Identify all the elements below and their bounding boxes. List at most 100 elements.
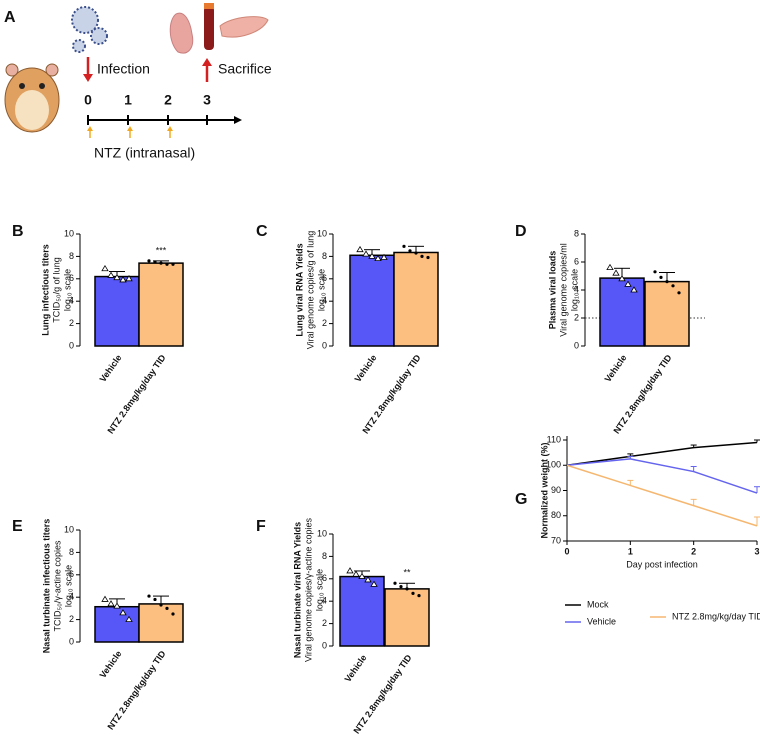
y-tick-label: 0 [69,636,74,646]
arrow-head [234,116,242,124]
y-tick-label: 6 [69,273,74,283]
arrow-head [167,126,173,131]
arrow-head [202,58,212,66]
data-point [159,261,163,265]
y-tick-label: 4 [322,296,327,306]
y-axis-label: log₁₀ scale [314,569,324,611]
y-axis-label: log₁₀ scale [316,269,326,311]
y-axis-label: Lung infectious titers [40,244,50,336]
y-axis-label: Normalized weight (%) [539,442,549,538]
day-label: 2 [164,92,172,108]
data-point [159,603,163,607]
arrow-head [87,126,93,131]
data-point [153,597,157,602]
y-axis-label: Lung viral RNA Yields [294,243,304,336]
data-point [125,615,133,622]
virus-icon [90,27,108,45]
y-tick-label: 6 [322,273,327,283]
y-tick-label: 0 [574,340,579,350]
virus-icon [72,39,86,53]
x-tick-label: 2 [691,546,696,556]
data-point [352,570,360,577]
data-point [113,602,121,609]
arrow-head [127,126,133,131]
y-tick-label: 2 [574,312,579,322]
panel-label: G [515,491,527,508]
x-tick-label: Vehicle [98,649,124,680]
panel-label: B [12,223,24,240]
data-point [107,271,115,278]
data-point [147,594,151,598]
hamster-ear [45,63,59,77]
data-point [630,286,638,293]
y-tick-label: 8 [69,251,74,261]
data-point [653,270,657,274]
infection-label: Infection [97,61,150,77]
bar [94,605,140,643]
y-tick-label: 10 [317,228,327,238]
y-axis-label: Nasal turbinate infectious titers [41,519,51,654]
data-point [171,612,175,616]
data-point [671,284,675,288]
hamster-eye [39,83,45,89]
legend-label: Mock [587,599,609,609]
y-tick-label: 100 [546,460,561,470]
y-tick-label: 2 [69,614,74,624]
blood-tube-cap [204,3,214,9]
data-point [346,567,354,574]
bar [94,275,140,347]
data-point [618,275,626,282]
data-point [165,262,169,266]
y-tick-label: 70 [551,535,561,545]
y-tick-label: 2 [322,618,327,628]
data-point [677,291,681,295]
data-point [165,606,169,611]
y-axis-label: log₁₀ scale [569,269,579,311]
data-point [153,260,157,264]
y-tick-label: 80 [551,510,561,520]
treatment-label: NTZ (intranasal) [94,145,195,161]
bar [393,251,439,347]
data-point [113,273,121,281]
data-point [147,259,151,263]
panel-label: F [256,518,266,535]
blood-tube-icon [204,6,214,50]
data-point [380,253,388,260]
significance-label: *** [156,245,167,255]
data-point [399,585,403,589]
data-point [420,254,424,258]
y-axis-label: Viral genome copies/ml [558,243,568,336]
x-tick-label: 0 [564,546,569,556]
y-tick-label: 8 [322,251,327,261]
y-tick-label: 8 [69,547,74,557]
data-point [368,252,376,259]
y-tick-label: 10 [317,528,327,538]
series-line [566,441,758,466]
y-tick-label: 4 [69,296,74,306]
data-point [408,249,412,253]
day-label: 3 [203,92,211,108]
data-point [364,576,372,583]
y-tick-label: 6 [574,256,579,266]
x-axis-label: Day post infection [626,559,698,569]
y-axis-label: Plasma viral loads [547,251,557,330]
y-tick-label: 4 [574,284,579,294]
nasal-tissue-icon [219,16,269,38]
x-tick-label: Vehicle [353,353,379,384]
y-tick-label: 2 [69,318,74,328]
y-tick-label: 6 [69,569,74,579]
panel-label: A [4,9,16,26]
y-axis-label: TCID₅₀/g of lung [51,257,61,322]
y-axis-label: Viral genome copies/γ-actine copies [303,518,313,662]
y-tick-label: 0 [322,340,327,350]
hamster-eye [19,83,25,89]
y-tick-label: 0 [69,340,74,350]
data-point [101,264,109,272]
data-point [606,263,614,271]
series-line [566,458,758,494]
y-tick-label: 6 [322,573,327,583]
legend-label: NTZ 2.8mg/kg/day TID [672,611,760,621]
y-axis-label: Viral genome copies/g of lung [305,231,315,349]
bar [349,254,395,347]
